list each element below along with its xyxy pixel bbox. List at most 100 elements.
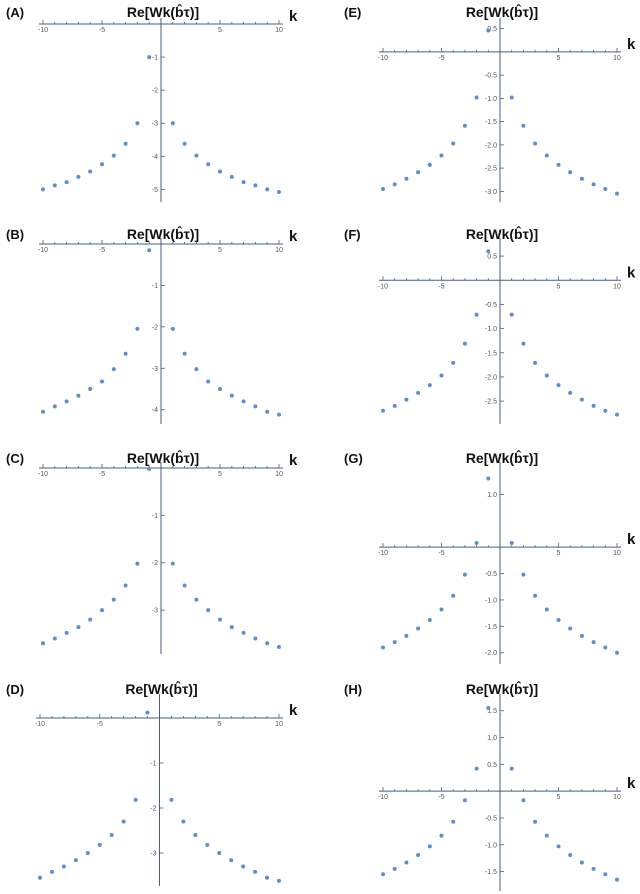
data-point — [253, 869, 258, 874]
data-point — [76, 393, 81, 398]
data-point — [556, 844, 561, 849]
data-point — [170, 326, 175, 331]
x-tick-label: -5 — [97, 721, 103, 728]
x-tick-label: 10 — [613, 794, 621, 801]
data-point — [109, 833, 114, 837]
y-tick-label: -3 — [152, 121, 158, 128]
data-point — [41, 409, 45, 414]
data-point — [85, 851, 90, 855]
data-point — [253, 636, 258, 641]
x-axis-label: k — [289, 702, 298, 719]
x-tick-label: 5 — [557, 794, 561, 801]
data-point — [544, 153, 549, 158]
data-point — [41, 641, 45, 646]
data-point — [38, 875, 42, 880]
data-point — [206, 608, 211, 613]
data-point — [427, 383, 432, 388]
x-tick-label: -10 — [378, 55, 388, 62]
y-tick-label: -1.0 — [485, 326, 497, 333]
x-tick-label: 5 — [218, 471, 222, 478]
y-tick-label: -2 — [152, 560, 158, 567]
x-axis-label: k — [627, 775, 636, 792]
data-point — [121, 819, 126, 824]
data-point — [521, 341, 526, 346]
x-tick-label: -5 — [438, 283, 444, 290]
x-tick-label: 5 — [218, 27, 222, 34]
data-point — [147, 466, 152, 471]
data-point — [229, 393, 234, 398]
data-point — [52, 183, 57, 188]
data-point — [194, 367, 199, 372]
data-point — [486, 706, 491, 711]
x-tick-label: -5 — [438, 794, 444, 801]
chart-title: Re[Wk(b̂τ)] — [127, 3, 199, 20]
x-tick-label: -10 — [38, 27, 48, 34]
y-tick-label: -3 — [152, 608, 158, 615]
data-point — [145, 710, 150, 715]
x-axis-label: k — [627, 36, 636, 53]
data-point — [88, 169, 93, 174]
data-point — [591, 866, 596, 871]
data-point — [533, 819, 538, 824]
data-point — [265, 409, 270, 414]
data-point — [474, 766, 479, 771]
chart-panel-5: (F) Re[Wk(b̂τ)] k -10 -5 5 10 0.5 -0.5 -1.0 -1.5 -2… — [344, 225, 636, 424]
y-tick-label: -2.5 — [485, 399, 497, 406]
data-point — [64, 399, 69, 404]
data-point — [229, 174, 234, 179]
data-point — [133, 797, 138, 802]
panel-label: (A) — [6, 5, 24, 20]
data-point — [218, 617, 222, 622]
data-point — [615, 650, 619, 655]
x-tick-label: -10 — [38, 471, 48, 478]
y-tick-label: -1.0 — [485, 597, 497, 604]
y-tick-label: 1.0 — [487, 492, 497, 499]
x-tick-label: -5 — [99, 247, 105, 254]
chart-title: Re[Wk(b̂τ)] — [127, 449, 199, 466]
data-point — [568, 390, 573, 395]
x-axis-label: k — [289, 228, 298, 245]
y-tick-label: -1 — [152, 513, 158, 520]
chart-title: Re[Wk(b̂τ)] — [127, 225, 199, 242]
data-point — [416, 170, 421, 175]
data-point — [556, 618, 561, 622]
data-point — [277, 190, 281, 195]
data-point — [381, 645, 385, 650]
x-axis-label: k — [289, 452, 298, 469]
y-tick-label: -2 — [152, 88, 158, 95]
y-tick-label: -0.5 — [485, 815, 497, 822]
x-tick-label: 5 — [557, 55, 561, 62]
data-point — [474, 95, 479, 100]
data-point — [241, 630, 246, 635]
x-tick-label: -5 — [438, 55, 444, 62]
data-point — [603, 187, 608, 192]
y-tick-label: -1.5 — [485, 119, 497, 126]
data-point — [404, 860, 409, 865]
data-point — [111, 153, 116, 158]
data-point — [253, 404, 258, 409]
panel-label: (B) — [6, 227, 24, 242]
data-point — [147, 248, 152, 253]
data-point — [509, 540, 514, 545]
data-point — [229, 625, 234, 630]
y-tick-label: -1.5 — [485, 869, 497, 876]
data-point — [135, 561, 140, 566]
y-tick-label: -0.5 — [485, 73, 497, 80]
data-point — [52, 404, 57, 409]
panel-label: (H) — [344, 682, 362, 697]
data-point — [533, 360, 538, 365]
data-point — [603, 872, 608, 877]
data-point — [486, 28, 491, 33]
data-point — [544, 607, 549, 612]
x-tick-label: 10 — [613, 283, 621, 290]
data-point — [277, 878, 281, 883]
data-point — [591, 182, 596, 187]
panel-label: (D) — [6, 682, 24, 697]
data-point — [427, 844, 432, 849]
data-point — [218, 169, 222, 174]
data-point — [392, 640, 397, 645]
data-point — [229, 858, 234, 863]
data-point — [147, 55, 152, 60]
data-point — [41, 187, 45, 192]
